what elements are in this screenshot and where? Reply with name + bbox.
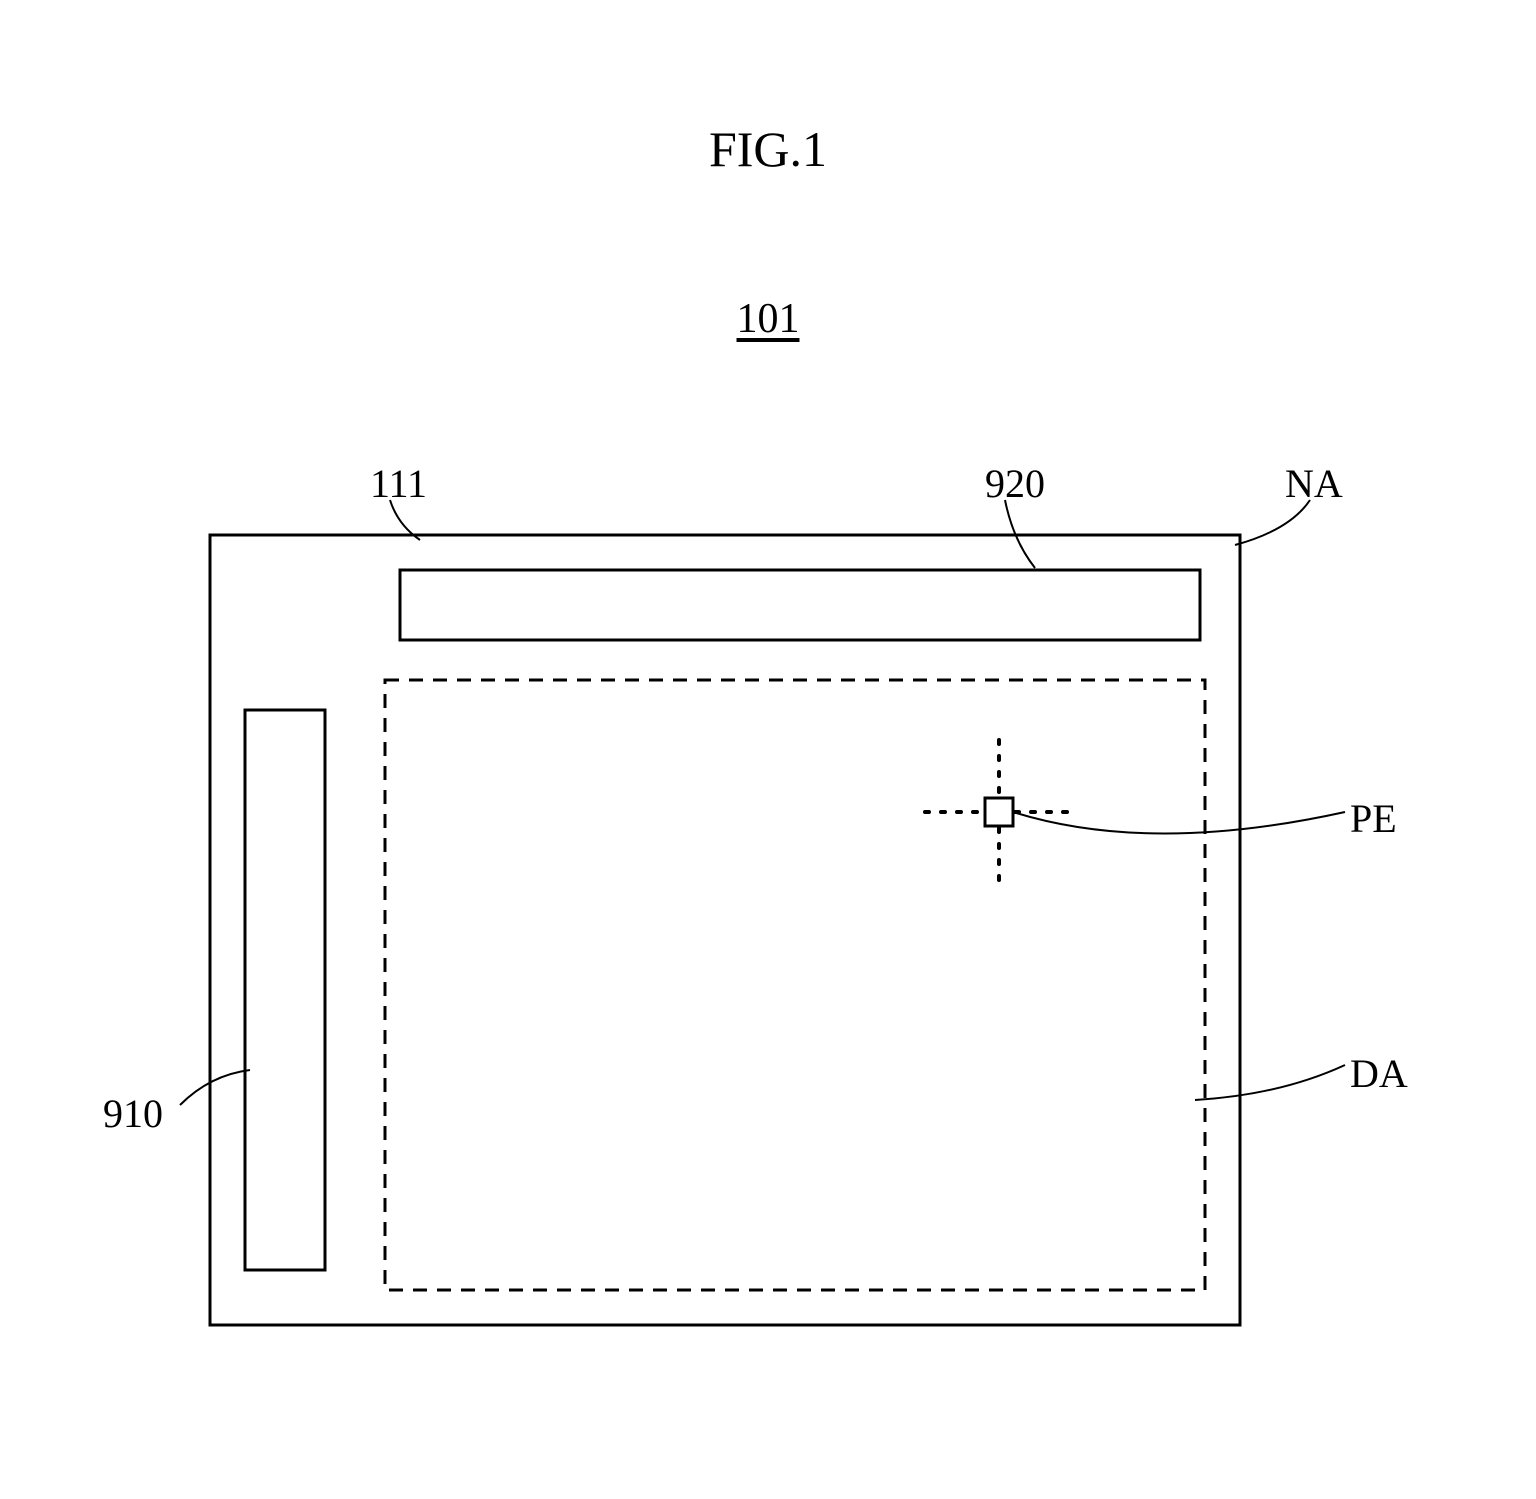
figure-stage: FIG.1 101 111 920 NA PE DA 910 — [0, 0, 1536, 1499]
leader-DA — [1195, 1065, 1345, 1100]
pixel-element — [985, 798, 1013, 826]
leader-NA — [1235, 500, 1310, 545]
outer-panel — [210, 535, 1240, 1325]
leader-PE — [1013, 812, 1345, 834]
top-bar — [400, 570, 1200, 640]
left-bar — [245, 710, 325, 1270]
display-area — [385, 680, 1205, 1290]
figure-svg — [0, 0, 1536, 1499]
leader-910 — [180, 1070, 250, 1105]
